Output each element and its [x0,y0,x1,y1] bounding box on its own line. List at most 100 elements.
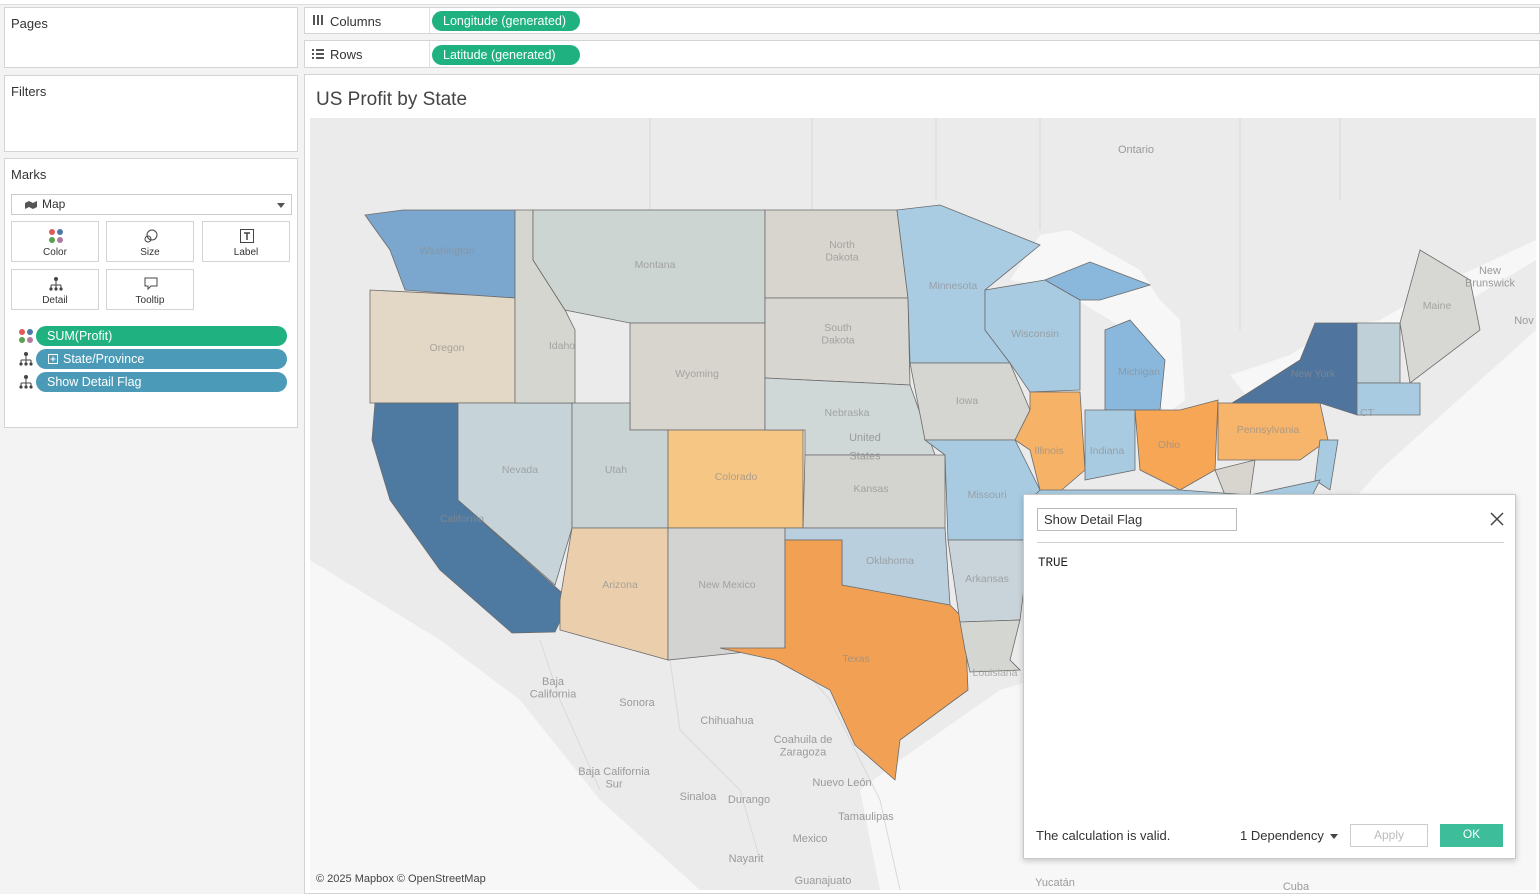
map-label-line: Wyoming [675,368,719,380]
map-label-line: Cuba [1283,881,1310,890]
map-label: Missouri [967,489,1006,501]
map-label: Nov [1514,315,1534,327]
apply-button[interactable]: Apply [1350,824,1428,847]
map-label: Louisiana [973,667,1018,679]
size-icon [144,229,158,243]
marks-card: Marks Map Color Size Label Detail Toolti… [4,158,298,428]
label-button[interactable]: Label [202,221,290,262]
tooltip-button[interactable]: Tooltip [106,269,194,310]
sheet-title: US Profit by State [316,89,468,110]
divider [429,41,430,67]
detail-icon [19,375,33,389]
ok-button[interactable]: OK [1440,824,1503,847]
map-label: Cuba [1283,881,1310,890]
map-label-line: Michigan [1118,366,1160,378]
map-label-line: Ohio [1158,439,1180,451]
map-label-line: Pennsylvania [1237,424,1300,436]
map-label: Tamaulipas [838,811,894,823]
map-label: Texas [842,653,869,665]
pill-text: State/Province [63,352,145,366]
map-label: Coahuila de Zaragoza [774,734,833,759]
pages-card: Pages [4,7,298,68]
map-label-line: Missouri [967,489,1006,501]
card-title: Filters [11,84,47,99]
map-label: Ontario [1118,144,1154,156]
card-title: Marks [11,167,47,182]
filters-card: Filters [4,75,298,152]
map-label-line: Nayarit [729,853,764,865]
map-label-line: Wisconsin [1011,328,1059,340]
map-label-line: Indiana [1090,445,1125,457]
shelf-pill[interactable]: Longitude (generated) [432,11,580,31]
tab-strip [0,0,1540,5]
map-label: Nevada [502,464,538,476]
map-label-line: Dakota [821,335,854,347]
button-label: Size [140,247,160,258]
map-label-line: Kansas [853,483,888,495]
marks-pill[interactable]: Show Detail Flag [36,372,287,392]
map-label-line: Oregon [429,342,464,354]
map-label-line: Ontario [1118,144,1154,156]
map-label-line: New Mexico [698,579,755,591]
map-label: Nuevo León [812,777,871,789]
dropdown-arrow [277,203,285,208]
states [364,204,1481,781]
map-label-line: United [849,432,881,444]
button-label: Label [233,247,259,258]
close-button[interactable] [1490,512,1504,526]
marks-pill[interactable]: State/Province [36,349,287,369]
map-label: Maine [1423,300,1452,312]
tooltip-icon [144,277,158,291]
expand-icon [48,354,58,364]
button-label: Color [43,247,67,258]
map-label: Oregon [429,342,464,354]
map-label: Ohio [1158,439,1180,451]
map-label-line: Chihuahua [700,715,754,727]
attribution: © 2025 Mapbox © OpenStreetMap [316,873,486,885]
map-label-line: Zaragoza [780,747,827,759]
shelf-label: Columns [330,14,382,29]
dropdown-arrow [1330,834,1339,840]
size-button[interactable]: Size [106,221,194,262]
map-label-line: New York [1291,368,1336,380]
map-label: Chihuahua [700,715,754,727]
formula-editor[interactable]: TRUE [1038,556,1069,570]
dependency-dropdown[interactable]: 1 Dependency [1240,828,1339,843]
map-label: Illinois [1034,445,1063,457]
map-label-line: Colorado [715,471,758,483]
map-label: Colorado [715,471,758,483]
map-label-line: Iowa [956,395,978,407]
marks-pill[interactable]: SUM(Profit) [36,326,287,346]
map-label: Oklahoma [866,555,914,567]
map-label-line: Louisiana [973,667,1018,679]
map-label-line: Baja [542,676,565,688]
map-label-line: Mexico [793,833,828,845]
map-label: Wisconsin [1011,328,1059,340]
card-title: Pages [11,16,48,31]
map-label: Michigan [1118,366,1160,378]
calculation-dialog: Show Detail Flag TRUE The calculation is… [1023,494,1516,859]
map-label-line: Yucatán [1035,877,1075,889]
button-label: Detail [42,295,68,306]
calc-name-input[interactable]: Show Detail Flag [1037,508,1237,531]
map-label-line: Baja California [578,766,650,778]
map-label-line: Illinois [1034,445,1063,457]
map-label-line: Guanajuato [795,875,852,887]
button-label: Tooltip [135,295,165,306]
map-label-line: Minnesota [929,280,978,292]
map-label: Montana [635,259,676,271]
map-label: Nayarit [729,853,764,865]
map-label-line: Washington [419,245,474,257]
map-label-line: Coahuila de [774,734,833,746]
mark-type-dropdown[interactable]: Map [11,194,292,215]
map-label: Arkansas [965,573,1009,585]
shelf-pill[interactable]: Latitude (generated) [432,45,580,65]
map-icon [25,201,37,209]
map-label-line: Dakota [825,252,858,264]
map-label-line: Sinaloa [680,791,718,803]
map-label: Washington [419,245,474,257]
color-button[interactable]: Color [11,221,99,262]
detail-button[interactable]: Detail [11,269,99,310]
detail-icon [49,277,63,291]
